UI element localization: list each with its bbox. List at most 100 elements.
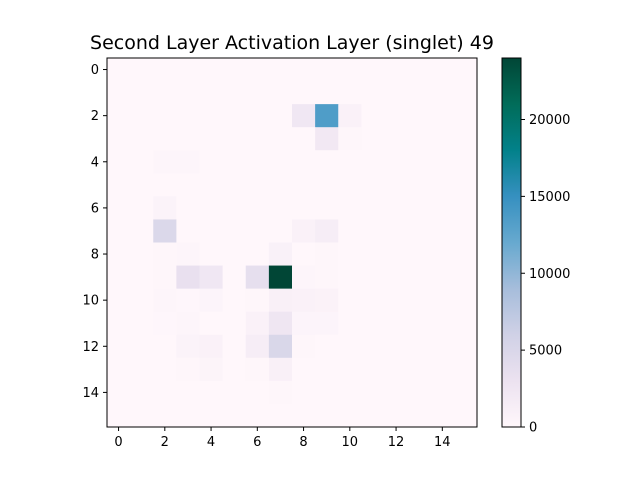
y-tick-label: 12 (82, 340, 99, 355)
heatmap-cell (384, 403, 409, 428)
heatmap-cell (361, 81, 385, 105)
y-tick-label: 6 (91, 201, 99, 216)
heatmap-cell (153, 104, 177, 128)
heatmap-cell (153, 196, 177, 220)
heatmap-cell (245, 357, 270, 382)
heatmap-cell (315, 357, 339, 382)
heatmap-cell (107, 219, 131, 243)
heatmap-cell (453, 334, 478, 359)
heatmap-cell (176, 242, 200, 266)
heatmap-cell (407, 380, 432, 405)
heatmap-cell (292, 265, 316, 290)
heatmap-cell (292, 357, 316, 382)
heatmap-cell (245, 219, 270, 243)
heatmap-cell (268, 196, 293, 220)
x-tick-label: 8 (299, 435, 307, 450)
heatmap-cell (292, 58, 316, 82)
heatmap-cell (176, 173, 200, 197)
heatmap-cell (292, 81, 316, 105)
heatmap-cell (245, 311, 270, 336)
heatmap-cell (315, 196, 339, 220)
heatmap-cell (268, 334, 293, 359)
heatmap-cell (338, 104, 362, 128)
heatmap-cell (222, 58, 247, 82)
heatmap-cell (176, 150, 200, 174)
heatmap-cell (268, 104, 293, 128)
heatmap-cell (361, 242, 385, 266)
heatmap-cell (361, 334, 385, 359)
heatmap-cell (199, 173, 224, 197)
heatmap-cell (130, 288, 154, 313)
heatmap-cell (407, 334, 432, 359)
heatmap-cell (107, 173, 131, 197)
heatmap-cell (315, 334, 339, 359)
x-tick-label: 0 (114, 435, 122, 450)
heatmap-cell (361, 196, 385, 220)
heatmap-cell (153, 334, 177, 359)
heatmap-cell (430, 127, 455, 151)
heatmap-cell (453, 150, 478, 174)
heatmap-cell (130, 403, 154, 428)
heatmap-cell (361, 265, 385, 290)
heatmap-cell (453, 288, 478, 313)
heatmap-cell (453, 357, 478, 382)
heatmap-cell (361, 58, 385, 82)
heatmap-cell (268, 380, 293, 405)
heatmap-cell (407, 150, 432, 174)
heatmap-cell (315, 219, 339, 243)
heatmap-cell (107, 127, 131, 151)
y-tick-label: 2 (91, 109, 99, 124)
colorbar-tick-label: 10000 (529, 267, 570, 282)
heatmap-cell (222, 288, 247, 313)
heatmap-cell (107, 150, 131, 174)
heatmap-cell (176, 357, 200, 382)
heatmap-cell (315, 127, 339, 151)
heatmap-cell (384, 311, 409, 336)
heatmap-cell (245, 58, 270, 82)
heatmap-cell (153, 311, 177, 336)
heatmap-cell (315, 288, 339, 313)
y-tick-label: 4 (91, 155, 99, 170)
heatmap-cell (153, 380, 177, 405)
heatmap-cell (453, 104, 478, 128)
heatmap-cell (361, 403, 385, 428)
heatmap-cell (176, 219, 200, 243)
heatmap-cell (315, 173, 339, 197)
heatmap-cell (130, 357, 154, 382)
heatmap-cell (430, 311, 455, 336)
y-tick-label: 14 (82, 386, 99, 401)
heatmap-cell (453, 196, 478, 220)
heatmap-cell (245, 334, 270, 359)
heatmap-cell (430, 334, 455, 359)
heatmap-cell (384, 58, 409, 82)
heatmap-cell (292, 196, 316, 220)
heatmap-cell (153, 242, 177, 266)
heatmap-cell (361, 288, 385, 313)
heatmap-cell (384, 150, 409, 174)
heatmap-cell (176, 127, 200, 151)
heatmap-cell (222, 81, 247, 105)
heatmap-cell (407, 219, 432, 243)
heatmap-cell (268, 357, 293, 382)
heatmap-cell (361, 173, 385, 197)
heatmap-cell (268, 150, 293, 174)
heatmap-cell (199, 357, 224, 382)
heatmap-cell (430, 58, 455, 82)
heatmap-cell (430, 196, 455, 220)
heatmap-cell (268, 81, 293, 105)
y-tick-label: 10 (82, 294, 99, 309)
heatmap-cell (199, 311, 224, 336)
heatmap-cell (338, 288, 362, 313)
x-tick-label: 6 (253, 435, 261, 450)
heatmap-cell (315, 265, 339, 290)
heatmap-cell (222, 334, 247, 359)
heatmap-cell (130, 104, 154, 128)
heatmap-cell (107, 58, 131, 82)
heatmap-cell (338, 380, 362, 405)
x-tick-label: 12 (388, 435, 405, 450)
heatmap-cell (107, 242, 131, 266)
heatmap-cell (130, 196, 154, 220)
heatmap-cell (384, 265, 409, 290)
heatmap-cell (430, 380, 455, 405)
heatmap-cell (338, 196, 362, 220)
